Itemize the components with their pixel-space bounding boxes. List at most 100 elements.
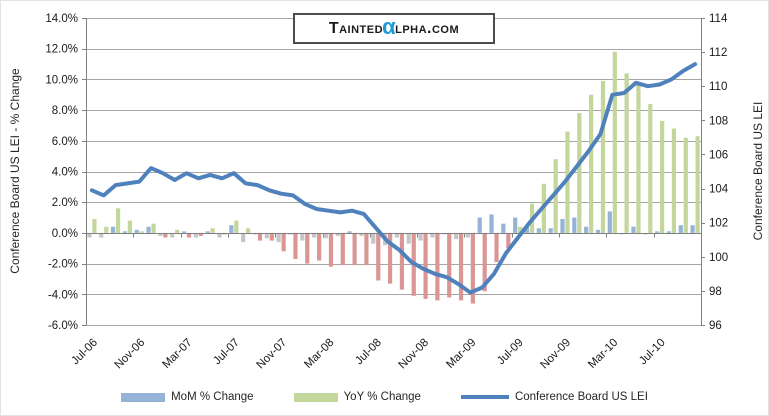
y-left-tick-label: 10.0% bbox=[45, 74, 78, 86]
bar-mom bbox=[170, 232, 175, 238]
lei-line bbox=[89, 62, 698, 295]
bar-yoy bbox=[364, 232, 369, 266]
y-right-tick-label: 104 bbox=[709, 184, 729, 196]
bar-mom bbox=[430, 232, 435, 238]
bar-mom bbox=[678, 225, 683, 233]
bar-mom bbox=[631, 226, 636, 233]
bar-mom bbox=[371, 232, 376, 244]
bar-yoy bbox=[600, 80, 606, 233]
bar-yoy bbox=[470, 232, 475, 304]
x-tick-label: Jul-08 bbox=[353, 337, 384, 368]
bar-mom bbox=[453, 232, 459, 240]
bar-yoy bbox=[447, 232, 452, 298]
bar-yoy bbox=[636, 85, 641, 233]
x-tick-label: Jul-10 bbox=[637, 337, 668, 368]
x-tick-label: Jul-09 bbox=[495, 337, 526, 368]
logo-alpha-glyph: α bbox=[382, 13, 397, 39]
x-tick-label: Mar-09 bbox=[444, 337, 478, 371]
bar-mom bbox=[217, 232, 222, 238]
bar-mom bbox=[501, 223, 506, 233]
bar-mom bbox=[666, 231, 672, 233]
bar-yoy bbox=[269, 232, 274, 241]
bar-series bbox=[87, 51, 700, 304]
bar-mom bbox=[323, 232, 329, 239]
bar-mom bbox=[134, 229, 139, 233]
bar-yoy bbox=[328, 232, 334, 267]
legend-item-yoy: YoY % Change bbox=[293, 391, 421, 403]
x-tick-label: Jul-07 bbox=[211, 337, 242, 368]
bar-mom bbox=[465, 232, 470, 238]
legend-label-yoy: YoY % Change bbox=[343, 391, 421, 403]
bar-mom bbox=[347, 231, 352, 233]
y-right-tick-label: 106 bbox=[709, 149, 728, 161]
bar-yoy bbox=[115, 208, 121, 233]
bar-yoy bbox=[210, 228, 215, 233]
lei-line-swatch bbox=[460, 395, 509, 399]
bar-yoy bbox=[317, 232, 322, 261]
x-tick-label: Mar-08 bbox=[302, 337, 336, 371]
bar-yoy bbox=[246, 228, 251, 233]
bar-yoy bbox=[305, 232, 310, 264]
bar-yoy bbox=[577, 113, 582, 233]
legend-item-lei: Conference Board US LEI bbox=[460, 391, 648, 403]
bar-yoy bbox=[648, 103, 653, 233]
bar-mom bbox=[524, 226, 530, 233]
right-axis-title: Conference Board US LEI bbox=[751, 101, 765, 241]
logo-text-left: Tainted bbox=[328, 19, 384, 37]
bar-mom bbox=[205, 231, 210, 233]
bar-yoy bbox=[553, 159, 558, 233]
x-tick-label: Jul-06 bbox=[69, 337, 100, 368]
bar-mom bbox=[513, 217, 518, 233]
gridlines bbox=[86, 18, 701, 326]
bar-mom bbox=[110, 226, 116, 233]
bar-mom bbox=[335, 232, 340, 236]
y-left-tick-label: 12.0% bbox=[45, 44, 78, 56]
bar-yoy bbox=[387, 232, 393, 284]
bar-mom bbox=[394, 232, 400, 238]
bar-mom bbox=[87, 232, 92, 238]
y-left-tick-label: 14.0% bbox=[45, 13, 78, 25]
y-left-tick-label: 2.0% bbox=[52, 197, 78, 209]
bar-mom bbox=[359, 232, 364, 236]
bar-yoy bbox=[482, 232, 487, 292]
bar-mom bbox=[406, 232, 411, 244]
bar-mom bbox=[158, 232, 163, 236]
bar-yoy bbox=[127, 220, 132, 233]
y-left-tick-label: -4.0% bbox=[48, 289, 78, 301]
bar-mom bbox=[276, 232, 281, 243]
x-tick-label: Mar-07 bbox=[160, 337, 194, 371]
bar-mom bbox=[560, 219, 565, 233]
bar-mom bbox=[181, 231, 187, 233]
x-tick-label: Nov-08 bbox=[396, 337, 431, 372]
bar-yoy bbox=[376, 232, 381, 281]
bar-yoy bbox=[281, 232, 286, 252]
y-left-tick-label: 4.0% bbox=[52, 167, 78, 179]
bar-yoy bbox=[340, 232, 345, 266]
y-left-tick-label: 6.0% bbox=[52, 136, 78, 148]
legend-label-lei: Conference Board US LEI bbox=[514, 391, 648, 403]
bar-yoy bbox=[257, 232, 263, 241]
bar-yoy bbox=[435, 232, 440, 301]
bar-yoy bbox=[198, 232, 203, 236]
bar-mom bbox=[536, 228, 541, 233]
axis-lines bbox=[82, 18, 705, 326]
bar-yoy bbox=[186, 232, 192, 238]
bar-mom bbox=[655, 231, 660, 233]
chart-legend: MoM % Change YoY % Change Conference Boa… bbox=[1, 391, 768, 403]
bar-mom bbox=[312, 232, 317, 238]
bar-yoy bbox=[104, 226, 109, 233]
bar-yoy bbox=[660, 120, 665, 233]
bar-yoy bbox=[683, 137, 688, 233]
bar-mom bbox=[477, 217, 482, 233]
y-right-tick-label: 110 bbox=[709, 81, 727, 93]
bar-yoy bbox=[671, 128, 677, 233]
taintedalpha-logo: Tainted α lpha.com bbox=[293, 13, 495, 44]
y-right-tick-label: 98 bbox=[709, 286, 722, 298]
y-right-tick-label: 100 bbox=[709, 252, 728, 264]
bar-mom bbox=[584, 226, 589, 233]
bar-mom bbox=[548, 228, 553, 233]
bar-yoy bbox=[506, 232, 511, 249]
bar-mom bbox=[418, 232, 423, 241]
